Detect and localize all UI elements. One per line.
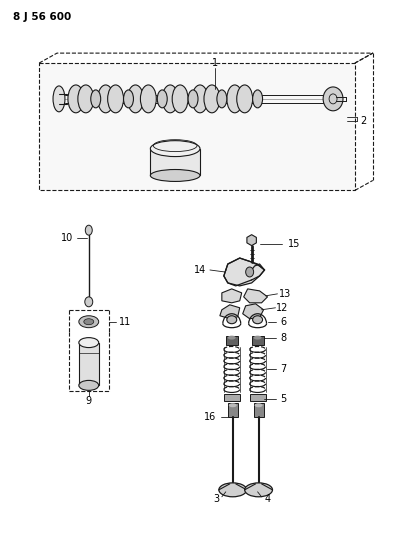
- Text: 4: 4: [265, 494, 271, 504]
- Text: 14: 14: [194, 265, 206, 275]
- Ellipse shape: [172, 85, 188, 113]
- Bar: [224, 394, 240, 401]
- Ellipse shape: [140, 85, 156, 113]
- Text: 12: 12: [276, 303, 288, 313]
- Bar: [39, 63, 355, 190]
- Text: 6: 6: [280, 317, 286, 327]
- Text: 15: 15: [288, 239, 300, 249]
- Ellipse shape: [124, 90, 133, 108]
- Bar: [150, 149, 200, 175]
- Ellipse shape: [108, 85, 124, 113]
- Polygon shape: [244, 289, 267, 303]
- Ellipse shape: [79, 381, 99, 390]
- Text: 3: 3: [213, 494, 219, 504]
- Text: 5: 5: [280, 394, 286, 405]
- Ellipse shape: [227, 85, 243, 113]
- Ellipse shape: [85, 225, 92, 235]
- Ellipse shape: [323, 87, 343, 111]
- Polygon shape: [247, 235, 257, 246]
- Bar: [252, 336, 264, 345]
- Ellipse shape: [79, 337, 99, 348]
- Text: 13: 13: [279, 289, 292, 299]
- Text: 16: 16: [204, 412, 216, 422]
- Text: 8: 8: [280, 333, 286, 343]
- Ellipse shape: [227, 316, 237, 324]
- Text: 11: 11: [119, 317, 132, 327]
- Bar: [79, 343, 99, 385]
- Ellipse shape: [188, 90, 198, 108]
- Ellipse shape: [219, 483, 247, 497]
- Ellipse shape: [78, 85, 94, 113]
- Ellipse shape: [217, 90, 227, 108]
- Bar: [226, 336, 238, 345]
- Ellipse shape: [68, 85, 84, 113]
- Ellipse shape: [254, 336, 262, 340]
- Ellipse shape: [85, 297, 93, 307]
- Text: 8 J 56 600: 8 J 56 600: [13, 12, 71, 22]
- Ellipse shape: [246, 267, 254, 277]
- Ellipse shape: [84, 319, 94, 325]
- Ellipse shape: [150, 169, 200, 181]
- Bar: [250, 394, 266, 401]
- Ellipse shape: [192, 85, 208, 113]
- Text: 1: 1: [212, 58, 218, 68]
- Ellipse shape: [253, 90, 263, 108]
- Ellipse shape: [79, 316, 99, 328]
- Polygon shape: [220, 305, 240, 319]
- Ellipse shape: [204, 85, 220, 113]
- Ellipse shape: [91, 90, 101, 108]
- Text: 2: 2: [361, 116, 367, 126]
- Ellipse shape: [157, 90, 167, 108]
- Ellipse shape: [228, 336, 236, 340]
- Ellipse shape: [162, 85, 178, 113]
- Text: 9: 9: [86, 397, 92, 406]
- Bar: [228, 403, 238, 417]
- Polygon shape: [224, 258, 265, 286]
- Ellipse shape: [245, 483, 273, 497]
- Bar: [254, 403, 264, 417]
- Ellipse shape: [253, 316, 263, 324]
- Ellipse shape: [53, 86, 65, 112]
- Ellipse shape: [229, 403, 237, 407]
- Text: 7: 7: [280, 365, 286, 375]
- Ellipse shape: [237, 85, 253, 113]
- Ellipse shape: [255, 403, 263, 407]
- Ellipse shape: [150, 141, 200, 157]
- Polygon shape: [243, 304, 264, 319]
- Text: 10: 10: [61, 233, 73, 243]
- Ellipse shape: [98, 85, 114, 113]
- Polygon shape: [222, 289, 242, 303]
- Ellipse shape: [128, 85, 143, 113]
